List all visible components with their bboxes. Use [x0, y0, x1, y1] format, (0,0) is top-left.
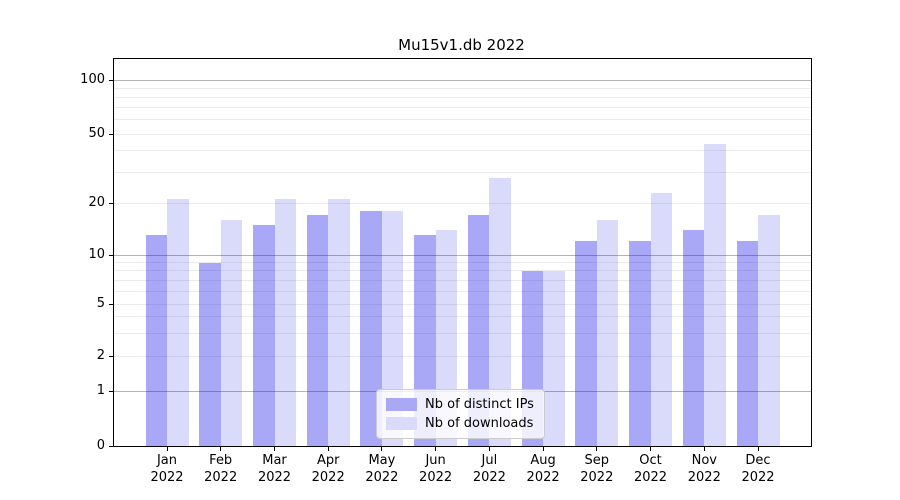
x-tick-mark: [488, 447, 490, 451]
bar-downloads-mar: [274, 199, 296, 446]
bar-ips-nov: [682, 229, 705, 446]
bar-ips-jul: [467, 215, 490, 446]
y-tick-label: 50: [88, 126, 105, 141]
minor-gridline: [114, 202, 811, 204]
x-tick-label: Feb 2022: [204, 453, 238, 485]
minor-gridline: [114, 290, 811, 292]
major-gridline: [114, 79, 811, 81]
minor-gridline: [114, 87, 811, 89]
y-tick-label: 1: [96, 383, 105, 398]
minor-gridline: [114, 279, 811, 281]
x-tick-mark: [542, 447, 544, 451]
x-tick-mark: [274, 447, 275, 451]
plot-area: Nb of distinct IPs Nb of downloads 0 1 2 5 1…: [80, 58, 812, 485]
legend-swatch-downloads: [386, 417, 417, 430]
bar-downloads-jul: [489, 177, 511, 446]
y-tick-mark: [109, 202, 113, 204]
y-tick-mark: [109, 133, 113, 135]
bar-ips-jan: [145, 235, 167, 446]
x-tick-label: Dec 2022: [741, 453, 775, 485]
y-tick-mark: [109, 445, 113, 447]
bar-ips-feb: [199, 262, 221, 446]
y-tick-mark: [109, 303, 113, 305]
y-tick-mark: [109, 390, 113, 392]
x-tick-mark: [650, 447, 651, 451]
bar-ips-mar: [253, 224, 275, 446]
legend-label-distinct-ips: Nb of distinct IPs: [425, 397, 534, 412]
legend: Nb of distinct IPs Nb of downloads: [376, 389, 545, 439]
minor-gridline: [114, 96, 811, 98]
y-tick-label: 20: [88, 195, 105, 210]
x-tick-label: Jan 2022: [150, 453, 184, 485]
legend-label-downloads: Nb of downloads: [425, 416, 534, 431]
bar-downloads-apr: [328, 199, 350, 446]
x-tick-mark: [435, 447, 437, 451]
x-tick-label: Sep 2022: [580, 453, 614, 485]
minor-gridline: [114, 332, 811, 334]
y-tick-label: 10: [88, 247, 105, 262]
bar-downloads-dec: [758, 215, 780, 446]
x-tick-label: Oct 2022: [633, 453, 668, 485]
x-tick-label: Apr 2022: [311, 453, 345, 485]
minor-gridline: [114, 119, 811, 121]
bar-downloads-may: [381, 210, 404, 446]
legend-swatch-distinct-ips: [386, 398, 417, 411]
minor-gridline: [114, 133, 811, 135]
x-tick-mark: [220, 447, 222, 451]
x-tick-label: Jul 2022: [472, 453, 506, 485]
x-tick-label: Jun 2022: [419, 453, 453, 485]
bar-ips-dec: [736, 241, 758, 446]
y-tick-mark: [109, 79, 113, 81]
y-tick-label: 2: [96, 348, 105, 363]
bar-ips-apr: [306, 215, 329, 446]
minor-gridline: [114, 172, 811, 173]
x-tick-label: Nov 2022: [687, 453, 721, 485]
minor-gridline: [114, 355, 811, 357]
legend-item-distinct-ips: Nb of distinct IPs: [386, 397, 534, 412]
x-tick-mark: [327, 447, 329, 451]
minor-gridline: [114, 316, 811, 318]
x-tick-mark: [166, 447, 168, 451]
y-tick-mark: [109, 355, 113, 357]
bar-downloads-jan: [167, 199, 189, 446]
x-tick-label: Aug 2022: [526, 453, 560, 485]
x-tick-label: Mar 2022: [257, 453, 292, 485]
minor-gridline: [114, 303, 811, 305]
chart-title: Mu15v1.db 2022: [398, 36, 525, 54]
x-tick-mark: [757, 447, 759, 451]
x-tick-label: May 2022: [365, 453, 399, 485]
y-tick-label: 100: [80, 72, 105, 87]
bar-downloads-oct: [650, 192, 672, 446]
x-tick-mark: [381, 447, 383, 451]
x-tick-mark: [703, 447, 705, 451]
bar-ips-oct: [629, 241, 651, 446]
y-tick-mark: [109, 254, 113, 256]
major-gridline: [114, 254, 811, 256]
bar-downloads-feb: [220, 219, 243, 446]
minor-gridline: [114, 150, 811, 152]
bar-downloads-aug: [543, 270, 565, 446]
bar-downloads-nov: [704, 143, 726, 446]
minor-gridline: [114, 270, 811, 272]
y-tick-label: 0: [96, 438, 105, 453]
minor-gridline: [114, 107, 811, 109]
bar-downloads-sep: [596, 219, 619, 446]
bar-ips-sep: [575, 241, 597, 446]
bar-ips-may: [360, 210, 382, 446]
minor-gridline: [114, 262, 811, 263]
x-tick-mark: [596, 447, 598, 451]
legend-item-downloads: Nb of downloads: [386, 416, 534, 431]
y-tick-label: 5: [96, 296, 105, 311]
